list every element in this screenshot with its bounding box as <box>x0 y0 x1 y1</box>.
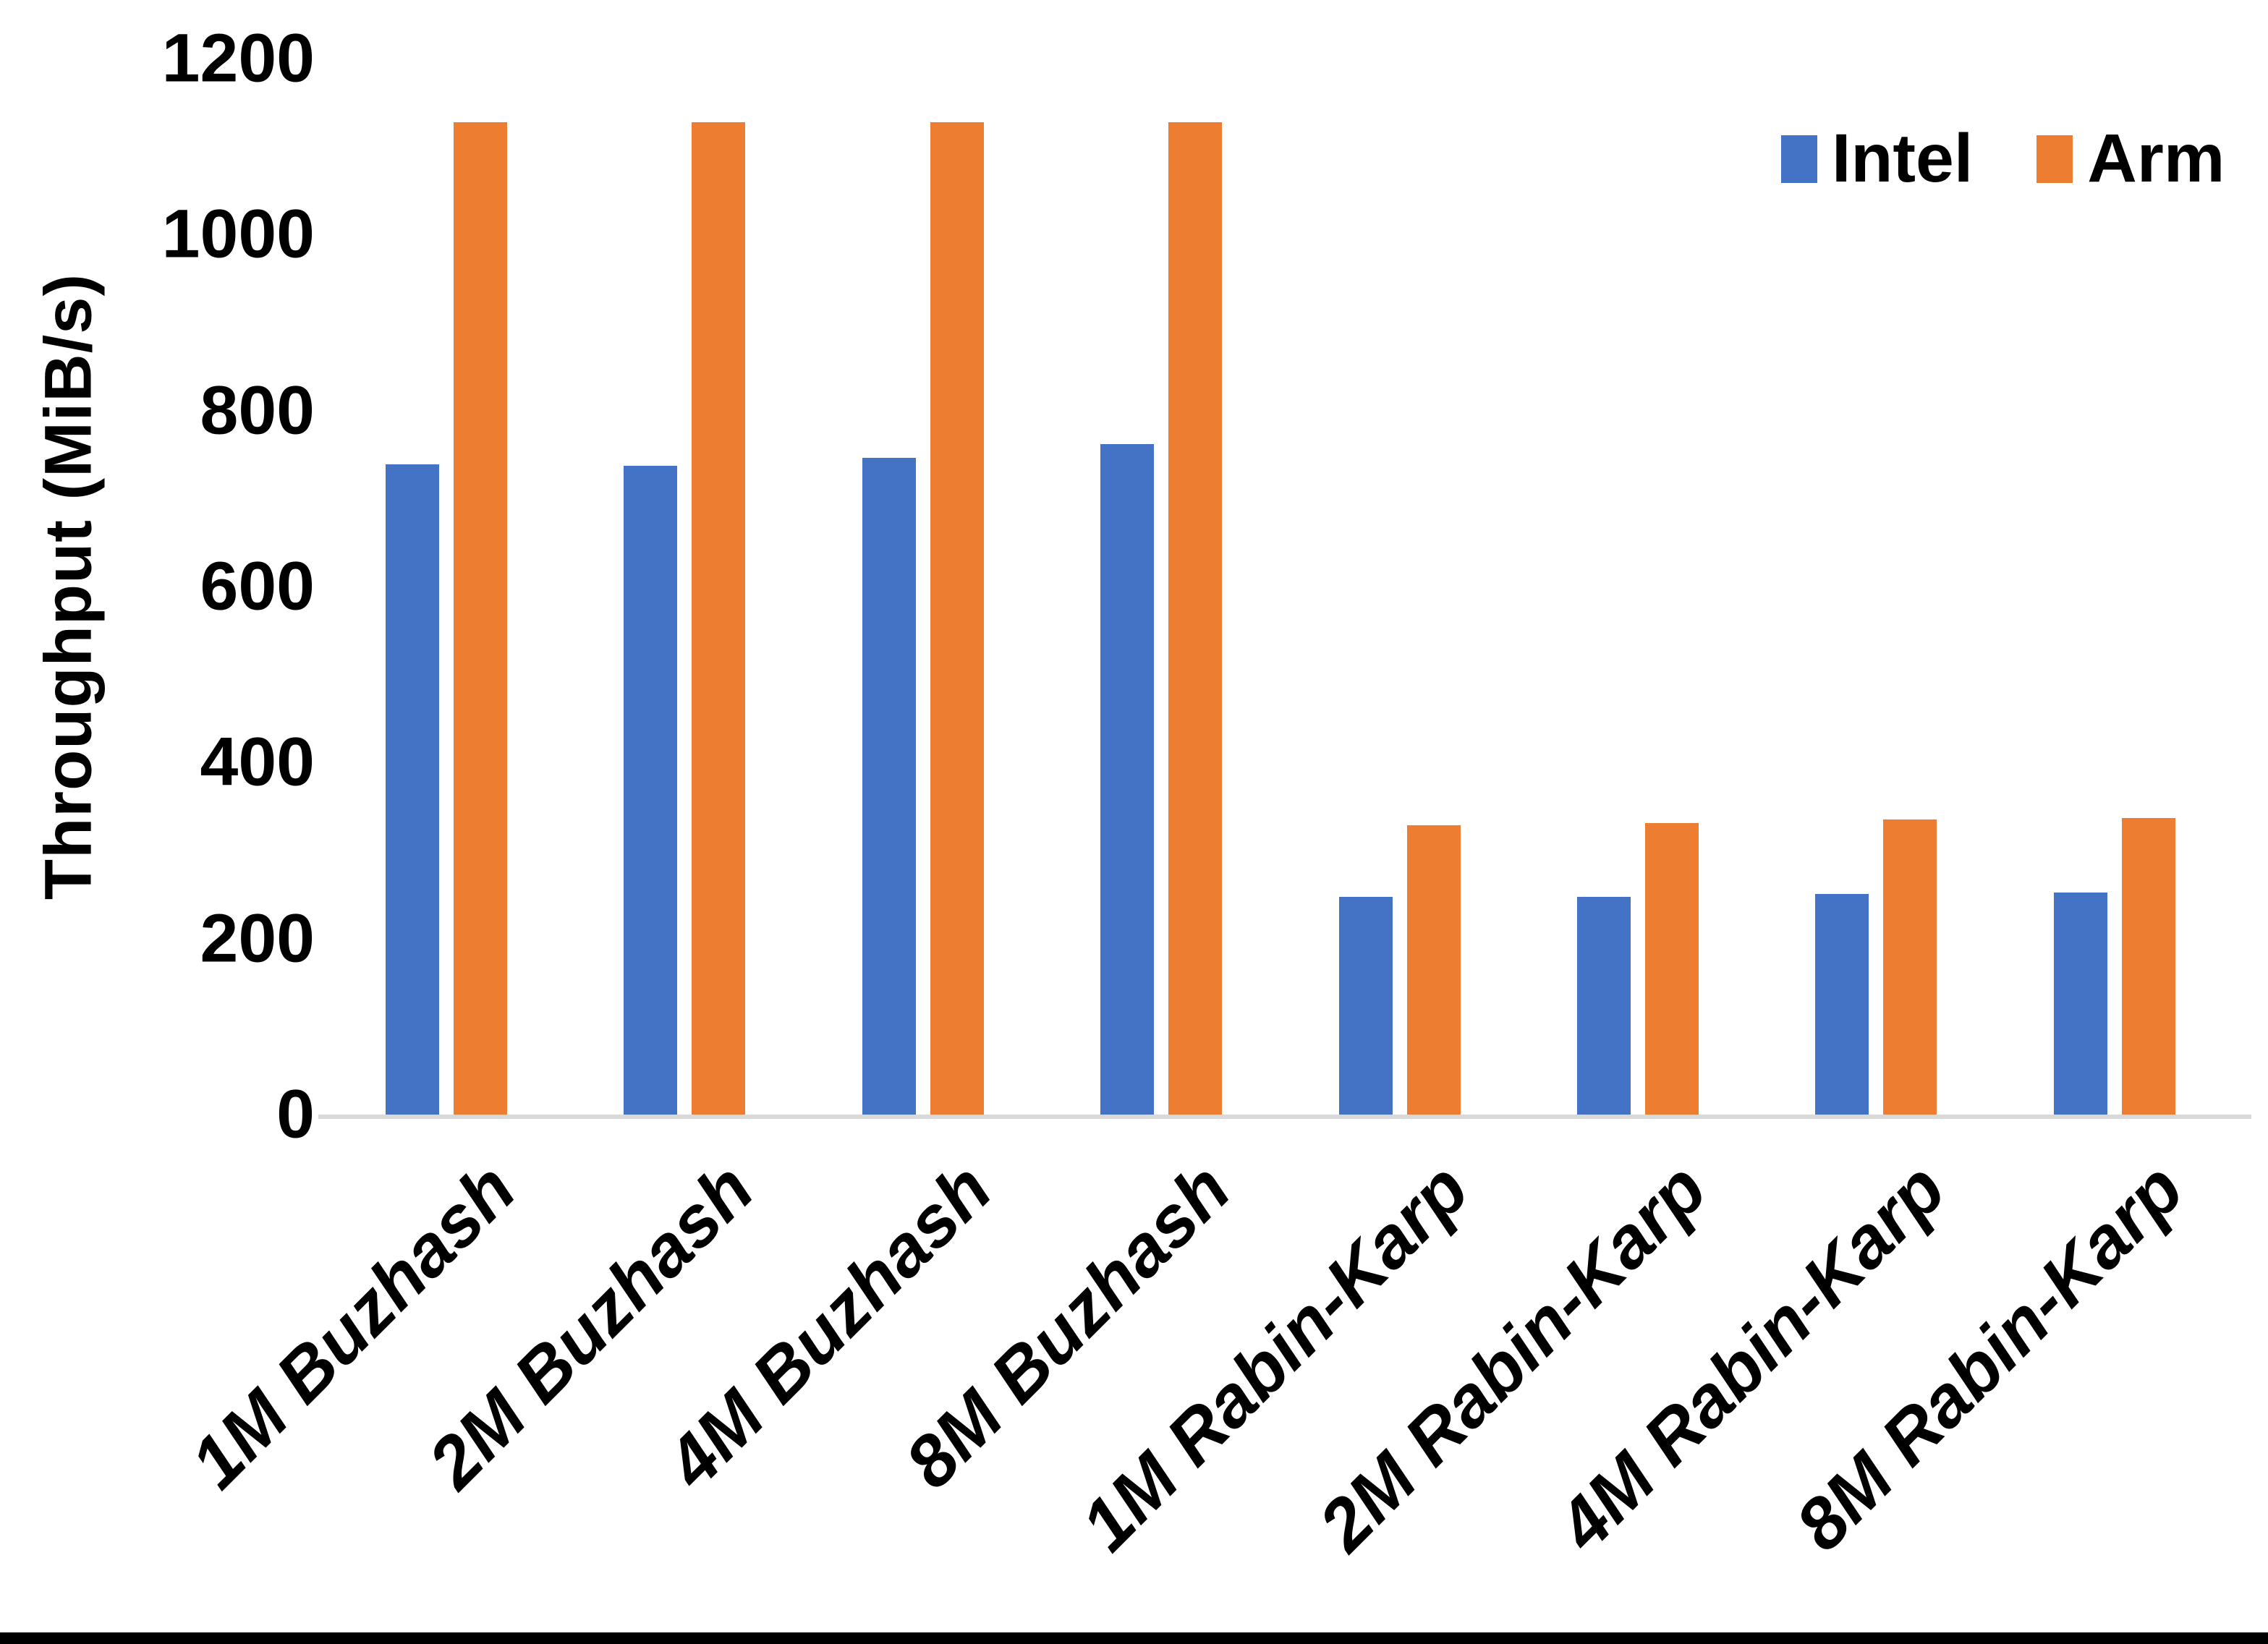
arm-bar <box>1645 823 1699 1115</box>
arm-bar <box>2121 818 2175 1115</box>
y-tick-label: 1200 <box>161 20 315 97</box>
y-tick-label: 200 <box>200 900 315 977</box>
legend: Intel Arm <box>1781 124 2225 193</box>
bottom-border <box>0 1632 2268 1644</box>
intel-bar <box>862 458 916 1115</box>
intel-bar <box>1338 897 1393 1115</box>
arm-bar <box>454 122 507 1115</box>
legend-swatch-icon <box>1781 135 1817 183</box>
arm-bar <box>1406 825 1461 1115</box>
y-tick-label: 400 <box>200 723 315 801</box>
intel-bar <box>1815 894 1869 1115</box>
y-tick-label: 0 <box>276 1076 315 1153</box>
y-tick-label: 600 <box>200 548 315 625</box>
legend-swatch-icon <box>2036 135 2073 183</box>
arm-bar <box>930 122 984 1115</box>
legend-item: Arm <box>2036 124 2225 193</box>
legend-label: Intel <box>1832 120 1974 197</box>
intel-bar <box>1100 444 1155 1115</box>
intel-bar <box>1577 897 1631 1115</box>
arm-bar <box>1883 819 1937 1115</box>
arm-bar <box>1168 122 1223 1115</box>
y-tick-label: 800 <box>200 372 315 449</box>
x-axis-line <box>318 1115 2251 1119</box>
plot-area <box>334 59 2243 1115</box>
legend-label: Arm <box>2087 120 2225 197</box>
intel-bar <box>2053 893 2107 1115</box>
legend-item: Intel <box>1781 124 1973 193</box>
intel-bar <box>386 464 439 1115</box>
arm-bar <box>692 122 746 1115</box>
intel-bar <box>624 466 678 1115</box>
y-tick-label: 1000 <box>161 195 315 273</box>
